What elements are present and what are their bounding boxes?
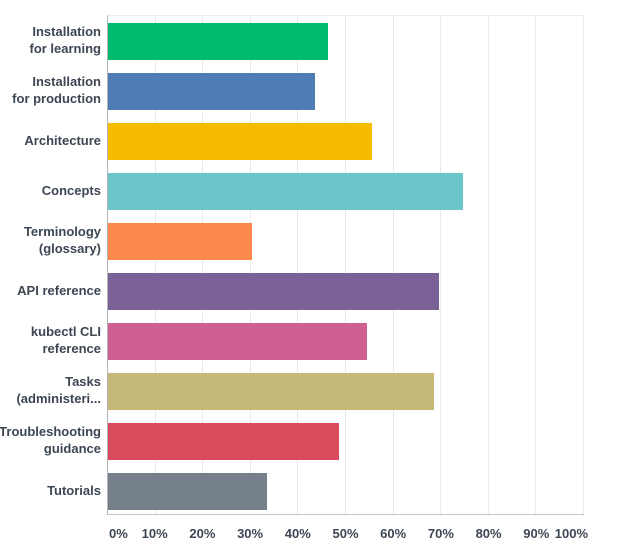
x-tick-label: 10% [141,526,168,541]
gridline [297,16,299,514]
bar [108,223,253,260]
bar-row [108,216,584,266]
bar [108,173,463,210]
x-tick-label: 80% [475,526,502,541]
category-label: Installation for production [12,74,101,106]
x-tick-label: 30% [237,526,264,541]
category-label: API reference [17,282,101,298]
x-tick-label: 90% [523,526,550,541]
bar [108,73,316,110]
category-label: Terminology (glossary) [23,224,101,256]
bar-row [108,166,584,216]
bar-row [108,116,584,166]
category-label: Troubleshooting guidance [0,424,101,456]
gridline [249,16,251,514]
bar-row [108,66,584,116]
category-label: kubectl CLI reference [30,324,101,356]
bar [108,23,329,60]
gridline [583,16,584,514]
gridline [535,16,537,514]
bar [108,373,435,410]
bar-row [108,266,584,316]
category-label: Installation for learning [29,24,101,56]
x-tick-label: 20% [189,526,216,541]
x-tick-label: 100% [554,526,588,541]
bar [108,323,368,360]
bar [108,473,267,510]
gridline [154,16,156,514]
category-label: Tasks (administeri... [16,374,101,406]
x-tick-label: 40% [284,526,311,541]
bar-row [108,16,584,66]
x-tick-label: 0% [109,526,128,541]
x-tick-label: 70% [427,526,454,541]
bar [108,423,339,460]
x-tick-label: 60% [380,526,407,541]
bar-row [108,416,584,466]
category-label: Concepts [41,182,101,198]
bar [108,123,373,160]
gridline [392,16,394,514]
category-label: Tutorials [47,482,101,498]
x-tick-label: 50% [332,526,359,541]
bar-row [108,316,584,366]
gridline [345,16,346,514]
category-label: Architecture [24,132,101,148]
gridline [487,16,489,514]
bar-row [108,366,584,416]
plot-area [107,15,584,515]
gridline [202,16,204,514]
bar [108,273,439,310]
bar-row [108,466,584,516]
gridline [440,16,442,514]
